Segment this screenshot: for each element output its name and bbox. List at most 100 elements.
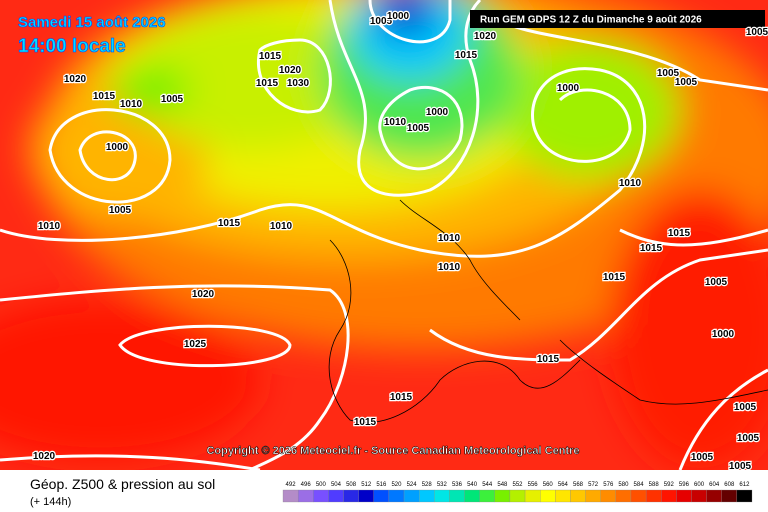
isobar-label: 1005: [675, 77, 698, 88]
legend-label: 548: [497, 482, 508, 488]
copyright: Copyright © 2026 Meteociel.fr - Source C…: [206, 445, 579, 457]
legend-swatch: [615, 489, 632, 503]
legend-swatch: [630, 489, 647, 503]
isobar-label: 1005: [734, 402, 757, 413]
legend-swatch: [736, 489, 753, 503]
run-box: [470, 10, 765, 28]
legend-label: 528: [422, 482, 433, 488]
legend-label: 580: [618, 482, 629, 488]
isobar-label: 1015: [218, 218, 241, 229]
legend-swatch: [343, 489, 359, 503]
legend-swatch: [661, 489, 677, 503]
isobar-labels: 1015 1020 1015 1030 1005 1000 1020 1015 1000 1010…: [32, 10, 768, 474]
isobar-label: 1015: [455, 50, 478, 61]
legend-label: 496: [301, 482, 312, 488]
isobar-label: 1005: [161, 94, 184, 105]
legend-label: 532: [437, 482, 448, 488]
legend-label: 600: [694, 482, 705, 488]
legend-label: 608: [724, 482, 735, 488]
legend-swatch: [313, 489, 329, 503]
isobar-label: 1000: [557, 83, 580, 94]
legend-swatch: [358, 489, 374, 503]
legend-label: 560: [543, 482, 554, 488]
isobar-label: 1010: [120, 99, 143, 110]
isobar-label: 1010: [270, 221, 293, 232]
legend-swatch: [570, 489, 586, 503]
isobar-label: 1015: [668, 228, 691, 239]
legend-label: 512: [361, 482, 372, 488]
isobar-label: 1030: [287, 78, 310, 89]
legend-swatch: [585, 489, 601, 503]
legend-label: 572: [588, 482, 599, 488]
legend-label: 596: [679, 482, 690, 488]
legend-swatch: [706, 489, 722, 503]
legend-label: 544: [482, 482, 493, 488]
isobar-label: 1005: [691, 452, 714, 463]
legend-label: 504: [331, 482, 342, 488]
field: [0, 0, 768, 470]
forecast-date: Samedi 15 août 2026: [18, 14, 166, 31]
legend-swatch: [600, 489, 616, 503]
legend-swatch: [403, 489, 420, 503]
legend-swatch: [328, 489, 344, 503]
isobar-lines: [0, 0, 768, 368]
isobar-label: 1005: [729, 461, 752, 472]
legend-swatch: [555, 489, 571, 503]
forecast-time: 14:00 locale: [18, 36, 126, 57]
legend-label: 540: [467, 482, 478, 488]
isobar-label: 1005: [657, 68, 680, 79]
isobar-label: 1000: [426, 107, 449, 118]
isobar-label: 1015: [259, 51, 282, 62]
isobar-label: 1010: [438, 233, 461, 244]
isobar-label: 1010: [438, 262, 461, 273]
legend-label: 584: [634, 482, 645, 488]
isobar-label: 1000: [106, 142, 129, 153]
isobar-label: 1005: [705, 277, 728, 288]
isobar-label: 1020: [279, 65, 302, 76]
legend-swatch: [297, 489, 314, 503]
isobar-label: 1000: [387, 11, 410, 22]
legend-label: 576: [603, 482, 614, 488]
isobar-label: 1015: [603, 272, 626, 283]
legend-swatch: [676, 489, 692, 503]
legend-label: 508: [346, 482, 357, 488]
isobar-label: 1025: [184, 339, 207, 350]
legend-label: 604: [709, 482, 720, 488]
legend-swatch: [464, 489, 480, 503]
legend-swatch: [479, 489, 495, 503]
legend-swatch: [373, 489, 390, 503]
isobar-label: 1010: [384, 117, 407, 128]
isobar-label: 1015: [537, 354, 560, 365]
isobar-label: 1015: [640, 243, 663, 254]
isobar-label: 1005: [109, 205, 132, 216]
isobar-label: 1010: [38, 221, 61, 232]
isobar-label: 1015: [93, 91, 116, 102]
legend-label: 568: [573, 482, 584, 488]
coastlines: [328, 199, 768, 423]
isobar-label: 1015: [390, 392, 413, 403]
isobar-label: 1005: [737, 433, 760, 444]
legend-label: 520: [391, 482, 402, 488]
legend-swatch: [434, 489, 450, 503]
legend-label: 564: [558, 482, 569, 488]
legend-swatch: [494, 489, 511, 503]
legend-label: 612: [739, 482, 750, 488]
legend-swatch: [282, 489, 299, 503]
legend-swatch: [691, 489, 707, 503]
isobar-label: 1000: [712, 329, 735, 340]
legend-swatch: [509, 489, 526, 503]
legend-label: 524: [407, 482, 418, 488]
isobar-label: 1020: [474, 31, 497, 42]
run-info: Run GEM GDPS 12 Z du Dimanche 9 août 202…: [480, 15, 702, 26]
footer-lead: (+ 144h): [30, 496, 71, 508]
legend-label: 556: [528, 482, 539, 488]
legend-label: 552: [512, 482, 523, 488]
legend-swatch: [540, 489, 556, 503]
isobar-label: 1020: [64, 74, 87, 85]
legend-label: 588: [649, 482, 660, 488]
isobar-label: 1015: [354, 417, 377, 428]
footer-title: Géop. Z500 & pression au sol: [30, 476, 215, 492]
legend-label: 536: [452, 482, 463, 488]
isobar-label: 1020: [192, 289, 215, 300]
